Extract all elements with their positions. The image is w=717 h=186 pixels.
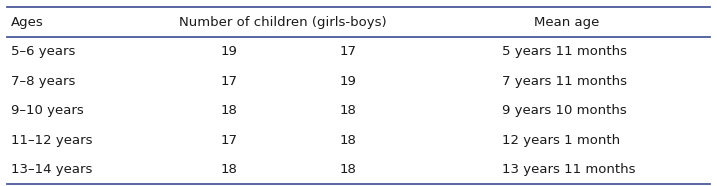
Text: 18: 18 <box>339 134 356 147</box>
Text: Number of children (girls-boys): Number of children (girls-boys) <box>179 16 387 29</box>
Text: 11–12 years: 11–12 years <box>11 134 92 147</box>
Text: 7 years 11 months: 7 years 11 months <box>502 75 627 88</box>
Text: 18: 18 <box>221 104 238 117</box>
Text: Mean age: Mean age <box>533 16 599 29</box>
Text: 12 years 1 month: 12 years 1 month <box>502 134 620 147</box>
Text: 17: 17 <box>221 75 238 88</box>
Text: 19: 19 <box>221 45 238 58</box>
Text: 13–14 years: 13–14 years <box>11 163 92 176</box>
Text: 7–8 years: 7–8 years <box>11 75 75 88</box>
Text: 9–10 years: 9–10 years <box>11 104 83 117</box>
Text: 5–6 years: 5–6 years <box>11 45 75 58</box>
Text: 9 years 10 months: 9 years 10 months <box>502 104 627 117</box>
Text: Ages: Ages <box>11 16 44 29</box>
Text: 5 years 11 months: 5 years 11 months <box>502 45 627 58</box>
Text: 17: 17 <box>221 134 238 147</box>
Text: 19: 19 <box>339 75 356 88</box>
Text: 18: 18 <box>339 163 356 176</box>
Text: 18: 18 <box>339 104 356 117</box>
Text: 13 years 11 months: 13 years 11 months <box>502 163 635 176</box>
Text: 18: 18 <box>221 163 238 176</box>
Text: 17: 17 <box>339 45 356 58</box>
